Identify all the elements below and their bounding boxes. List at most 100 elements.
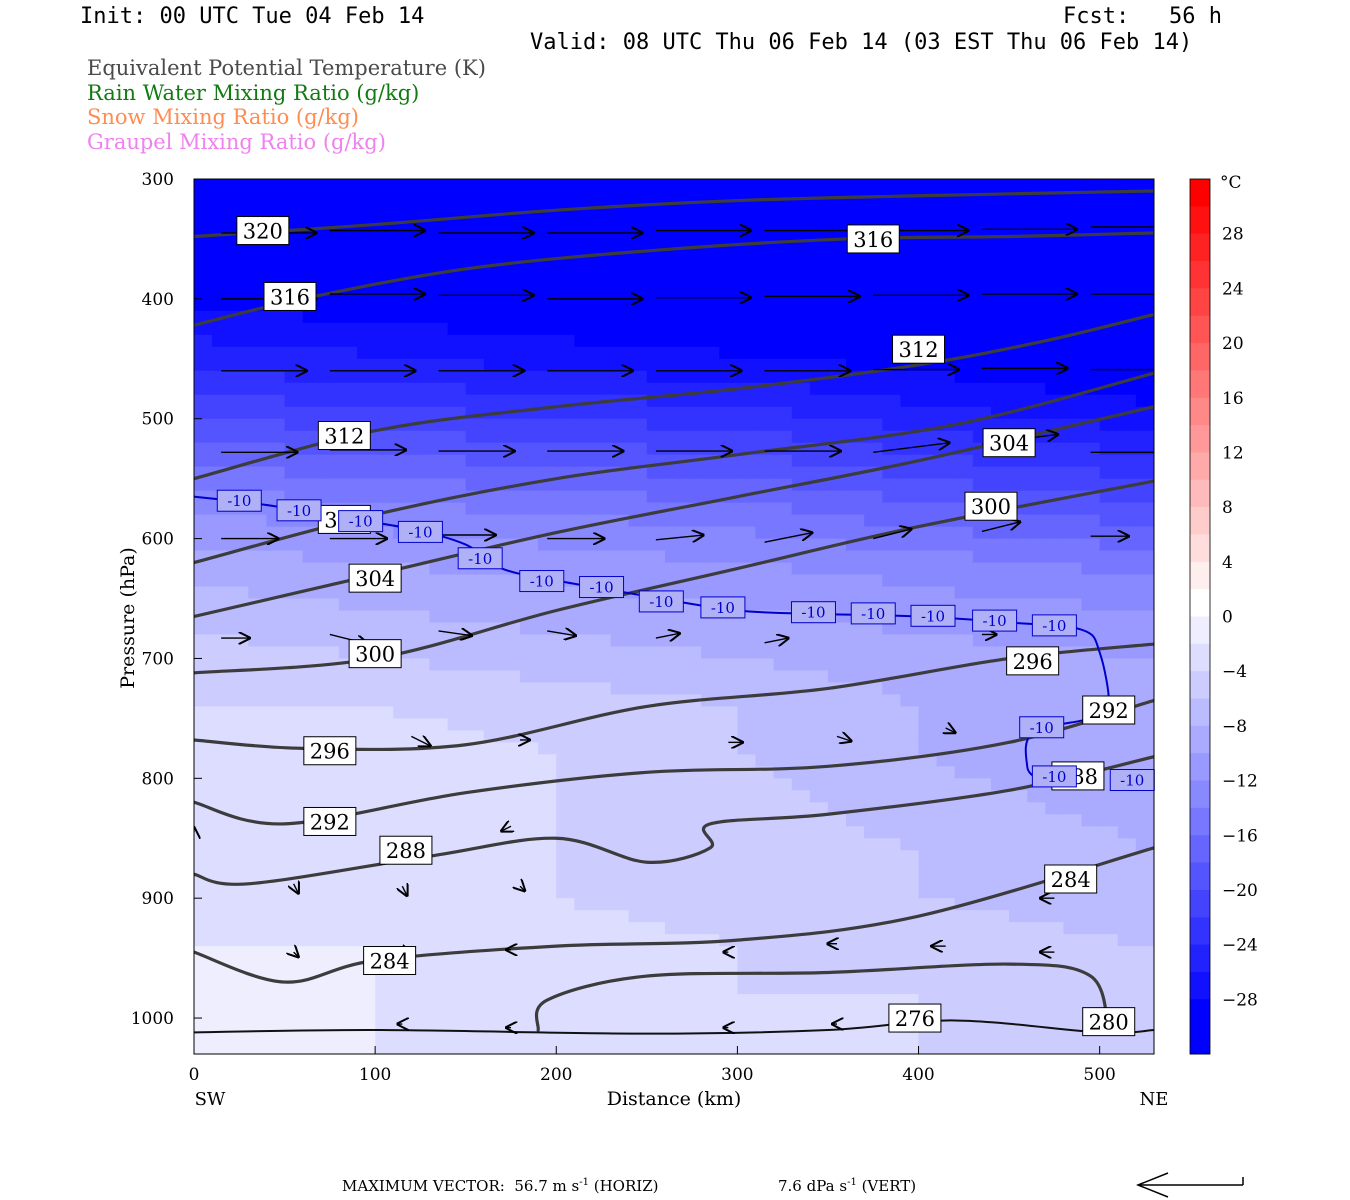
temp-cell: [1045, 298, 1065, 312]
temp-cell: [248, 478, 268, 492]
temp-cell: [918, 970, 938, 983]
temp-cell: [737, 514, 757, 528]
temp-cell: [864, 1042, 883, 1054]
temp-cell: [1045, 634, 1065, 648]
temp-cell: [194, 214, 213, 228]
temp-cell: [1081, 214, 1101, 228]
temp-cell: [701, 310, 720, 324]
temp-cell: [882, 742, 902, 755]
temp-cell: [1117, 922, 1137, 935]
temp-cell: [664, 562, 684, 576]
temp-cell: [628, 778, 648, 791]
temp-cell: [737, 502, 757, 516]
temp-cell: [447, 646, 467, 660]
temp-cell: [357, 778, 376, 791]
temp-cell: [465, 418, 485, 432]
temp-cell: [483, 874, 503, 887]
temp-cell: [302, 670, 322, 684]
temp-cell: [1027, 754, 1046, 767]
temp-cell: [538, 382, 557, 396]
temp-cell: [900, 766, 920, 779]
temp-cell: [990, 358, 1010, 372]
temp-cell: [1081, 634, 1101, 648]
temp-cell: [212, 850, 231, 863]
temp-cell: [302, 910, 322, 923]
temp-cell: [574, 1030, 594, 1043]
temp-cell: [501, 358, 521, 372]
temp-cell: [628, 238, 648, 252]
temp-cell: [954, 550, 974, 564]
temp-cell: [248, 946, 268, 959]
temp-cell: [972, 574, 992, 588]
temp-cell: [212, 886, 231, 899]
temp-cell: [664, 610, 684, 624]
temp-cell: [864, 742, 883, 755]
temp-cell: [1045, 262, 1065, 276]
temp-cell: [429, 862, 449, 875]
temp-cell: [393, 334, 412, 348]
temp-cell: [1135, 214, 1154, 228]
temp-cell: [230, 262, 249, 276]
temp-cell: [1009, 982, 1028, 995]
temp-cell: [827, 1042, 847, 1054]
temp-cell: [1117, 682, 1137, 696]
temp-cell: [990, 418, 1010, 432]
temp-cell: [701, 550, 720, 564]
temp-cell: [1009, 586, 1028, 600]
isotherm-label-box: [457, 547, 503, 570]
temp-cell: [918, 658, 938, 672]
temp-cell: [791, 910, 811, 923]
temp-cell: [773, 274, 793, 288]
temp-cell: [284, 754, 304, 767]
temp-cell: [719, 538, 738, 552]
temp-cell: [755, 706, 775, 719]
temp-cell: [411, 862, 431, 875]
temp-cell: [864, 874, 883, 887]
temp-cell: [809, 898, 829, 911]
colorbar-tick-label: −12: [1222, 772, 1258, 792]
temp-cell: [990, 322, 1010, 336]
temp-cell: [411, 202, 431, 216]
temp-cell: [465, 934, 485, 947]
temp-cell: [357, 490, 376, 504]
temp-cell: [1081, 286, 1101, 300]
temp-cell: [918, 430, 938, 444]
temp-cell: [556, 298, 575, 312]
temp-cell: [447, 298, 467, 312]
temp-cell: [574, 946, 594, 959]
temp-cell: [338, 358, 358, 372]
temp-cell: [411, 754, 431, 767]
temp-cell: [773, 706, 793, 719]
temp-cell: [610, 286, 630, 300]
temp-cell: [429, 598, 449, 612]
temp-cell: [501, 334, 521, 348]
temp-cell: [212, 730, 231, 743]
temp-cell: [719, 838, 738, 851]
temp-cell: [791, 586, 811, 600]
temp-cell: [501, 430, 521, 444]
colorbar-tick-label: −8: [1222, 717, 1247, 737]
temp-cell: [1009, 874, 1028, 887]
temp-cell: [954, 862, 974, 875]
temp-cell: [1045, 238, 1065, 252]
temp-cell: [574, 874, 594, 887]
temp-cell: [701, 586, 720, 600]
temp-cell: [212, 634, 231, 648]
temp-cell: [610, 322, 630, 336]
temp-cell: [357, 466, 376, 480]
temp-cell: [610, 430, 630, 444]
temp-cell: [990, 922, 1010, 935]
temp-cell: [266, 322, 286, 336]
temp-cell: [936, 502, 956, 516]
colorbar-tick-label: 12: [1222, 443, 1244, 463]
temp-cell: [465, 730, 485, 743]
temp-cell: [954, 430, 974, 444]
temp-cell: [610, 802, 630, 815]
temp-cell: [429, 202, 449, 216]
temp-cell: [791, 250, 811, 264]
temp-cell: [990, 826, 1010, 839]
temp-cell: [610, 502, 630, 516]
temp-cell: [900, 394, 920, 408]
temp-cell: [338, 946, 358, 959]
temp-cell: [194, 742, 213, 755]
